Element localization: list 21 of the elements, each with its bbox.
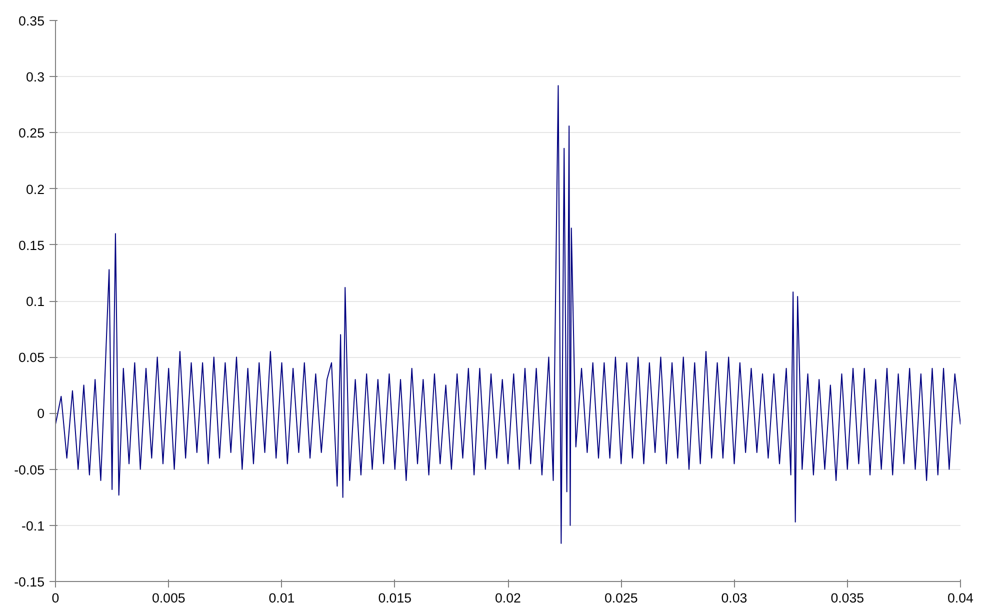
y-tick-label: 0.15 <box>18 238 45 253</box>
x-tick-label: 0.035 <box>830 590 864 606</box>
y-tick-label: 0.35 <box>18 14 45 28</box>
y-tick-label: 0.1 <box>26 294 45 309</box>
x-tick-label: 0.04 <box>948 590 974 606</box>
x-tick-label: 0.03 <box>721 590 748 606</box>
y-tick-label: 0.3 <box>26 70 45 85</box>
y-tick-label: 0.2 <box>26 182 45 197</box>
x-tick-label: 0.005 <box>152 590 186 606</box>
y-tick-label: 0 <box>37 406 45 422</box>
line-series <box>56 85 960 544</box>
x-tick-label: 0.01 <box>268 590 295 606</box>
x-tick-label: 0.02 <box>495 590 521 606</box>
y-tick-label: -0.15 <box>14 574 45 590</box>
y-tick-label: 0.05 <box>18 350 45 366</box>
y-tick-label: 0.25 <box>18 126 45 141</box>
y-tick-label: -0.1 <box>22 518 44 534</box>
y-tick-label: -0.05 <box>14 462 45 478</box>
x-tick-label: 0.025 <box>604 590 638 606</box>
x-tick-label: 0.015 <box>378 590 412 606</box>
x-tick-label: 0 <box>52 590 60 606</box>
